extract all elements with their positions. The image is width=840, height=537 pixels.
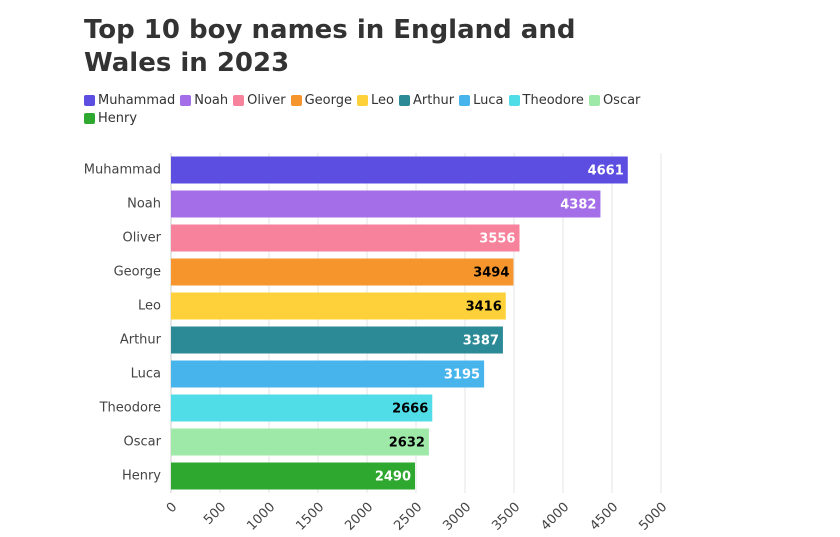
bar: [171, 428, 429, 456]
legend-item: Theodore: [508, 93, 584, 108]
legend-item: Oscar: [588, 93, 641, 108]
legend-item: Luca: [459, 93, 504, 108]
data-label: 3556: [479, 232, 515, 247]
bar: [171, 462, 416, 490]
legend-item: Noah: [180, 93, 228, 108]
legend-label: Oscar: [602, 93, 641, 108]
legend: Muhammad Noah Oliver George Leo Arthur Luca The…: [84, 93, 674, 126]
legend-label: George: [304, 93, 353, 108]
data-label: 4382: [560, 198, 596, 213]
legend-item: George: [290, 93, 353, 108]
x-tick-label: 2000: [342, 500, 376, 534]
legend-label: Henry: [98, 111, 138, 126]
legend-swatch: [180, 95, 192, 106]
y-tick-label: Leo: [138, 299, 161, 314]
legend-swatch: [290, 95, 302, 106]
legend-item: Muhammad: [84, 93, 175, 108]
bar: [171, 326, 503, 354]
legend-label: Noah: [194, 93, 229, 108]
legend-item: Henry: [84, 111, 137, 126]
bar: [171, 292, 506, 320]
x-tick-label: 4500: [587, 500, 621, 534]
data-label: 3416: [466, 300, 502, 315]
legend-label: Luca: [473, 93, 504, 108]
chart-title: Top 10 boy names in England and Wales in…: [84, 15, 576, 78]
x-tick-label: 500: [201, 500, 229, 528]
legend-swatch: [233, 95, 245, 106]
legend-label: Theodore: [522, 93, 584, 108]
data-label: 2632: [389, 436, 425, 451]
legend-swatch: [84, 113, 95, 124]
bar: [171, 224, 520, 252]
y-tick-label: Oliver: [123, 231, 162, 246]
legend-swatch: [508, 95, 520, 106]
x-tick-label: 2500: [391, 500, 425, 534]
y-tick-label: Luca: [131, 367, 161, 382]
y-tick-label: Theodore: [99, 401, 161, 416]
data-label: 2490: [375, 470, 411, 485]
legend-item: Leo: [357, 93, 394, 108]
data-label: 3387: [463, 334, 499, 349]
y-tick-label: Arthur: [120, 333, 162, 348]
data-label: 3195: [444, 368, 480, 383]
bar: [171, 360, 485, 388]
x-tick-label: 3500: [489, 500, 523, 534]
legend-swatch: [588, 95, 600, 106]
legend-label: Muhammad: [98, 93, 176, 108]
y-tick-label: George: [114, 265, 161, 280]
legend-swatch: [357, 95, 369, 106]
data-label: 4661: [588, 164, 624, 179]
y-tick-label: Henry: [122, 469, 161, 484]
x-tick-label: 4000: [538, 500, 572, 534]
legend-item: Oliver: [233, 93, 286, 108]
y-tick-label: Muhammad: [84, 163, 161, 178]
bar: [171, 394, 433, 422]
legend-label: Oliver: [247, 93, 286, 108]
legend-label: Arthur: [412, 93, 455, 108]
x-tick-label: 1000: [244, 500, 278, 534]
y-tick-label: Oscar: [124, 435, 162, 450]
data-label: 3494: [473, 266, 509, 281]
x-tick-label: 3000: [440, 500, 474, 534]
y-tick-label: Noah: [127, 197, 161, 212]
x-tick-label: 5000: [636, 500, 670, 534]
x-tick-label: 0: [164, 500, 180, 516]
bar: [171, 156, 628, 184]
legend-item: Arthur: [398, 93, 455, 108]
legend-swatch: [84, 95, 95, 106]
x-tick-label: 1500: [293, 500, 327, 534]
legend-swatch: [459, 95, 471, 106]
data-label: 2666: [392, 402, 428, 417]
bar: [171, 190, 601, 218]
legend-label: Leo: [371, 93, 394, 108]
bar: [171, 258, 514, 286]
legend-swatch: [398, 95, 410, 106]
